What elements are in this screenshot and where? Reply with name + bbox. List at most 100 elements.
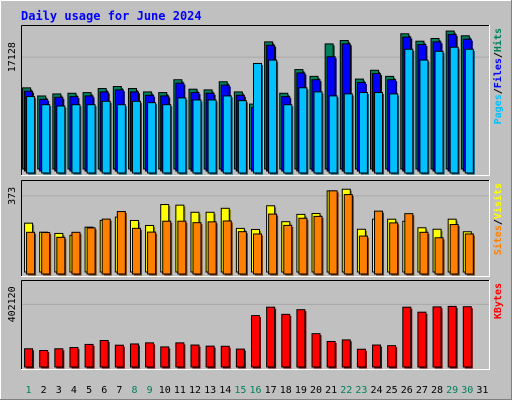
x-tick-label: 14 [219, 385, 231, 396]
panel-2: 373 Sites/Visits [7, 180, 504, 277]
legend-entry-pages: Pages [493, 94, 504, 124]
x-tick-label: 5 [86, 385, 92, 396]
bar-kbytes-day-8 [129, 343, 139, 368]
bar-sites-day-3 [56, 236, 66, 275]
bar-kbytes-day-13 [205, 345, 215, 368]
panel-2-tick-label: 373 [7, 187, 18, 205]
bar-sites-day-23 [358, 235, 368, 275]
bar-pages-day-9 [147, 102, 157, 174]
bar-sites-day-21 [328, 190, 338, 275]
series-kbytes [24, 305, 473, 369]
x-tick-label: 26 [401, 385, 413, 396]
x-tick-label: 25 [386, 385, 398, 396]
legend-separator: / [493, 219, 504, 225]
bar-sites-day-26 [404, 213, 414, 275]
bar-sites-day-30 [464, 233, 474, 275]
bar-sites-day-17 [268, 213, 278, 275]
x-tick-label: 17 [265, 385, 277, 396]
bar-sites-day-16 [253, 233, 262, 275]
legend-separator: / [493, 52, 504, 58]
bar-kbytes-day-24 [372, 344, 382, 368]
bar-kbytes-day-9 [145, 342, 155, 368]
bar-pages-day-26 [404, 48, 414, 174]
bar-sites-day-13 [207, 221, 217, 275]
bar-sites-day-6 [101, 218, 111, 275]
panel-1-tick-label: 17128 [7, 42, 18, 72]
bar-pages-day-8 [131, 100, 141, 174]
bar-sites-day-7 [116, 211, 126, 275]
bar-pages-day-12 [192, 99, 202, 174]
bar-sites-day-8 [131, 227, 141, 275]
bar-kbytes-day-27 [417, 311, 427, 368]
x-tick-label: 18 [280, 385, 292, 396]
x-tick-label: 31 [476, 385, 488, 396]
bar-pages-day-28 [434, 50, 444, 174]
bar-kbytes-day-23 [356, 348, 366, 368]
x-tick-label: 9 [147, 385, 153, 396]
bar-pages-day-2 [41, 104, 51, 174]
x-tick-label: 4 [71, 385, 77, 396]
bar-pages-day-17 [268, 59, 278, 174]
bar-sites-day-15 [237, 231, 247, 275]
bar-pages-day-24 [374, 92, 384, 174]
bar-sites-day-11 [177, 220, 187, 275]
legend-separator: / [493, 88, 504, 94]
x-tick-label: 23 [355, 385, 367, 396]
bar-sites-day-20 [313, 215, 323, 275]
bar-pages-day-20 [313, 91, 323, 174]
bar-sites-day-2 [41, 232, 51, 275]
bar-kbytes-day-17 [266, 306, 276, 368]
bar-kbytes-day-2 [39, 349, 49, 368]
x-tick-label: 22 [340, 385, 352, 396]
bar-pages-day-18 [283, 104, 293, 174]
x-tick-label: 11 [174, 385, 186, 396]
x-tick-label: 20 [310, 385, 322, 396]
bar-kbytes-day-26 [402, 306, 412, 368]
x-tick-label: 16 [249, 385, 261, 396]
bar-kbytes-day-18 [281, 313, 291, 368]
bar-kbytes-day-19 [296, 309, 306, 368]
panel-3-tick-label: 402120 [7, 286, 18, 322]
bar-kbytes-day-12 [190, 344, 200, 368]
bar-pages-day-22 [343, 93, 353, 174]
bar-kbytes-day-10 [160, 346, 170, 368]
panel-1-legend: Pages/Files/Hits [492, 28, 504, 124]
bar-kbytes-day-3 [54, 348, 64, 368]
legend-entry-hits: Hits [492, 28, 504, 52]
bar-pages-day-11 [177, 97, 187, 174]
x-tick-label: 30 [461, 385, 473, 396]
bar-pages-day-7 [116, 104, 126, 174]
bar-sites-day-9 [147, 231, 157, 275]
bar-kbytes-day-21 [326, 340, 336, 368]
bar-kbytes-day-6 [99, 340, 109, 368]
bar-kbytes-day-29 [447, 305, 457, 368]
panel-2-legend: Sites/Visits [492, 183, 504, 255]
bar-sites-day-22 [343, 194, 353, 275]
series-pages [26, 46, 475, 175]
x-tick-label: 28 [431, 385, 443, 396]
bar-pages-day-29 [449, 46, 459, 174]
bar-pages-day-10 [162, 104, 172, 174]
x-tick-label: 29 [446, 385, 458, 396]
bar-pages-day-30 [464, 48, 474, 174]
x-tick-label: 15 [234, 385, 246, 396]
bar-pages-day-27 [419, 59, 429, 174]
legend-entry-sites: Sites [492, 225, 504, 255]
bar-pages-day-23 [358, 92, 368, 174]
bar-pages-day-14 [222, 95, 232, 174]
x-tick-label: 21 [325, 385, 337, 396]
bar-pages-day-1 [26, 96, 36, 174]
bar-pages-day-13 [207, 99, 217, 174]
bar-sites-day-4 [71, 231, 81, 275]
bar-kbytes-day-16 [251, 315, 260, 368]
bar-kbytes-day-22 [341, 339, 351, 368]
x-tick-label: 3 [56, 385, 62, 396]
chart-panels: 17128 Pages/Files/Hits 373 Sites/Visits 4021… [7, 25, 504, 370]
bar-kbytes-day-25 [387, 345, 397, 368]
bar-pages-day-21 [328, 95, 338, 174]
bar-sites-day-25 [389, 222, 399, 275]
bar-kbytes-day-1 [24, 348, 34, 368]
bar-kbytes-day-5 [84, 343, 94, 368]
bar-pages-day-25 [389, 93, 399, 174]
